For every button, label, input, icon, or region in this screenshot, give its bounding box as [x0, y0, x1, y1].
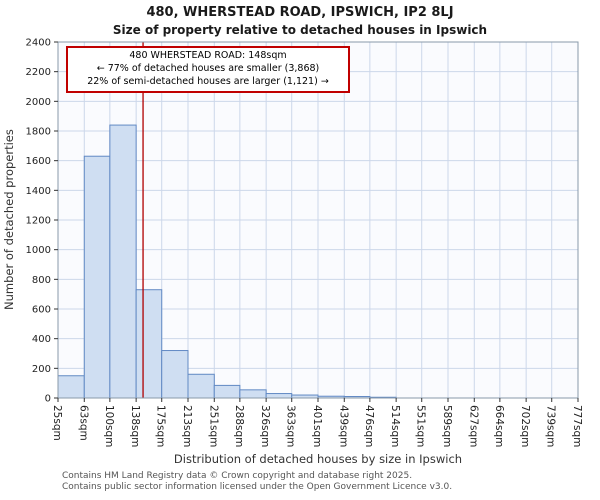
x-tick-label: 213sqm: [181, 405, 193, 447]
chart-annotation-box: 480 WHERSTEAD ROAD: 148sqm ← 77% of deta…: [66, 46, 350, 94]
y-tick-label: 400: [32, 334, 51, 345]
x-tick-label: 777sqm: [571, 405, 583, 447]
x-tick-label: 326sqm: [259, 405, 271, 447]
histogram-bar: [135, 289, 163, 399]
y-tick-label: 1400: [26, 186, 51, 197]
y-tick-label: 1800: [26, 127, 51, 138]
x-tick-label: 739sqm: [545, 405, 557, 447]
y-tick-label: 600: [32, 305, 51, 316]
annotation-line-1: 480 WHERSTEAD ROAD: 148sqm: [129, 50, 287, 61]
x-tick-label: 551sqm: [415, 405, 427, 447]
y-tick-label: 200: [32, 364, 51, 375]
histogram-bar: [187, 373, 215, 399]
histogram-bar: [161, 350, 189, 399]
x-tick-label: 702sqm: [519, 405, 531, 447]
x-tick-label: 288sqm: [233, 405, 245, 447]
x-tick-label: 251sqm: [207, 405, 219, 447]
x-tick-label: 138sqm: [129, 405, 141, 447]
x-tick-label: 401sqm: [311, 405, 323, 447]
y-tick-label: 800: [32, 275, 51, 286]
page-title: 480, WHERSTEAD ROAD, IPSWICH, IP2 8LJ: [146, 5, 454, 20]
y-tick-label: 1000: [26, 245, 51, 256]
y-tick-label: 0: [45, 394, 51, 405]
annotation-line-2: ← 77% of detached houses are smaller (3,…: [96, 62, 320, 74]
x-tick-label: 627sqm: [467, 405, 479, 447]
y-tick-label: 2200: [26, 67, 51, 78]
x-tick-label: 514sqm: [389, 405, 401, 447]
histogram-bar: [213, 384, 241, 399]
x-tick-label: 589sqm: [441, 405, 453, 447]
y-axis-label: Number of detached properties: [2, 129, 16, 311]
x-tick-label: 363sqm: [285, 405, 297, 447]
x-tick-label: 100sqm: [103, 405, 115, 447]
histogram-bar: [109, 124, 137, 399]
footer-line-2: Contains public sector information licen…: [62, 482, 453, 492]
x-tick-label: 664sqm: [493, 405, 505, 447]
histogram-bar: [83, 155, 111, 399]
histogram-bar: [265, 393, 293, 399]
histogram-bar: [57, 375, 85, 399]
footer-line-1: Contains HM Land Registry data © Crown c…: [62, 471, 413, 481]
y-tick-label: 1200: [26, 216, 51, 227]
x-tick-label: 175sqm: [155, 405, 167, 447]
page-subtitle: Size of property relative to detached ho…: [112, 23, 488, 37]
x-tick-label: 439sqm: [337, 405, 349, 447]
x-axis-label: Distribution of detached houses by size …: [173, 452, 463, 466]
x-tick-label: 63sqm: [77, 405, 89, 441]
y-tick-label: 2400: [26, 38, 51, 49]
annotation-line-3: 22% of semi-detached houses are larger (…: [87, 75, 329, 87]
x-tick-label: 476sqm: [363, 405, 375, 447]
y-tick-label: 2000: [26, 97, 51, 108]
histogram-bar: [239, 389, 267, 399]
x-tick-label: 25sqm: [51, 405, 63, 441]
y-tick-label: 1600: [26, 156, 51, 167]
